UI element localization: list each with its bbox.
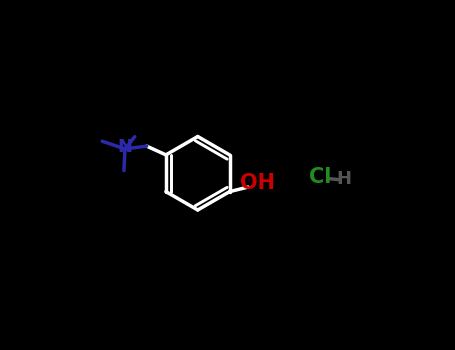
Text: H: H xyxy=(336,170,351,188)
Text: N: N xyxy=(117,138,132,156)
Text: Cl: Cl xyxy=(309,167,332,188)
Text: OH: OH xyxy=(240,173,275,193)
